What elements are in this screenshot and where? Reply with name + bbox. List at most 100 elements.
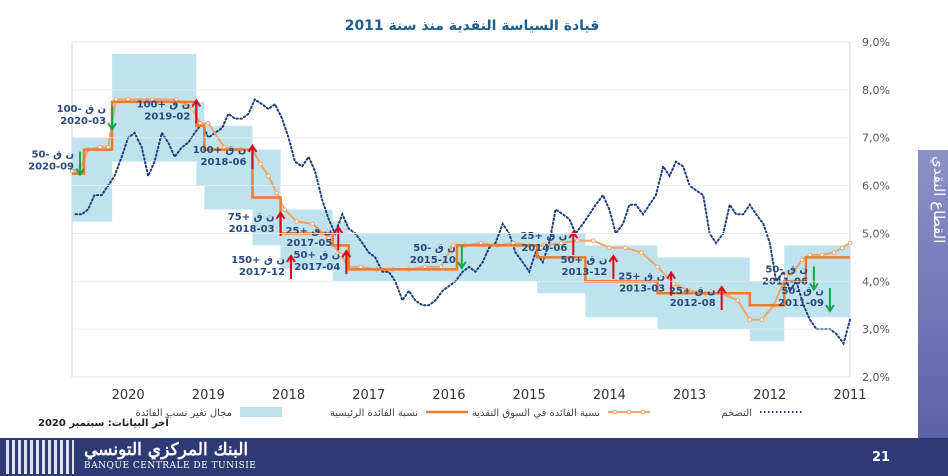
arrow-head	[825, 304, 835, 313]
annotation-bps-label: 150+ ن ق	[231, 255, 285, 266]
chart: قيادة السياسة النقدية منذ سنة 2011 50- ن…	[28, 18, 890, 419]
section-sidebar: القطاع النقدي	[918, 150, 948, 450]
x-tick-label: 2020	[112, 388, 145, 403]
annotation-date-label: 2017-12	[239, 267, 285, 278]
annotation-date-label: 2015-10	[410, 255, 456, 266]
market-rate-point	[326, 235, 331, 241]
market-rate-point	[282, 207, 287, 212]
x-tick-label: 2014	[593, 388, 626, 403]
market-rate-point	[655, 264, 660, 270]
sidebar-label: القطاع النقدي	[930, 156, 948, 244]
y-tick-label: 3,0%	[862, 323, 890, 336]
legend-swatch-point	[640, 409, 646, 415]
annotation-date-label: 2018-03	[229, 224, 275, 235]
annotation-bps-label: 50+ ن ق	[561, 255, 608, 266]
market-rate-point	[639, 250, 644, 255]
annotation-date-label: 2013-03	[619, 284, 665, 295]
market-rate-point	[206, 121, 211, 126]
market-rate-point	[799, 257, 805, 263]
annotation-date-label: 2011-09	[778, 298, 824, 309]
arrow-head	[341, 249, 352, 258]
annotation-date-label: 2017-04	[294, 262, 340, 273]
annotation-bps-label: 50- ن ق	[781, 286, 824, 297]
legend-item: التضخم	[721, 408, 802, 419]
bank-building-icon	[6, 440, 74, 474]
chart-title: قيادة السياسة النقدية منذ سنة 2011	[345, 18, 600, 34]
annotation-bps-label: 25+ ن ق	[618, 272, 665, 283]
legend-label: نسبة الفائدة في السوق النقدية	[472, 408, 600, 419]
legend-label: نسبة الفائدة الرئيسية	[330, 408, 418, 419]
market-rate-point	[574, 238, 580, 243]
annotation-date-label: 2017-05	[286, 238, 332, 249]
arrow-head	[286, 254, 296, 263]
market-rate-point	[783, 274, 789, 279]
logo-french-name: BANQUE CENTRALE DE TUNISIE	[84, 461, 257, 471]
x-tick-label: 2012	[753, 388, 786, 403]
logo-arabic-name: البنك المركزي التونسي	[84, 440, 249, 460]
x-tick-label: 2017	[352, 388, 385, 403]
y-tick-label: 4,0%	[862, 275, 890, 288]
market-rate-point	[542, 243, 548, 248]
market-rate-point	[747, 317, 753, 322]
arrow-head	[75, 168, 85, 177]
annotation-date-label: 2013-12	[561, 267, 607, 278]
arrow-head	[333, 225, 344, 234]
arrow-head	[275, 211, 286, 220]
market-rate-point	[607, 245, 612, 251]
market-rate-point	[450, 243, 456, 248]
market-rate-point	[266, 173, 271, 179]
annotation-date-label: 2020-09	[28, 162, 74, 173]
arrow-head	[107, 122, 117, 131]
arrow-head	[456, 261, 467, 270]
y-tick-label: 8,0%	[862, 84, 890, 97]
annotation-date-label: 2020-03	[60, 116, 106, 127]
y-tick-label: 5,0%	[862, 227, 890, 240]
source-note: آخر البيانات: سبتمبر 2020	[38, 418, 169, 429]
market-rate-point	[839, 245, 845, 251]
legend-swatch-point	[626, 409, 632, 415]
annotation-date-label: 2014-06	[521, 243, 567, 254]
bank-logo: البنك المركزي التونسي BANQUE CENTRALE DE…	[6, 440, 264, 474]
annotation-bps-label: 50- ن ق	[765, 265, 808, 276]
annotation-date-label: 2018-06	[201, 157, 247, 168]
arrow-head	[191, 98, 202, 107]
arrow-head	[608, 254, 619, 263]
arrow-head	[809, 282, 819, 292]
x-tick-label: 2016	[432, 388, 465, 403]
x-tick-label: 2018	[272, 388, 305, 403]
annotation-date-label: 2019-02	[144, 111, 190, 122]
market-rate-point	[274, 190, 279, 196]
annotation-bps-label: 50+ ن ق	[294, 250, 341, 261]
market-rate-point	[735, 298, 741, 303]
market-rate-point	[338, 252, 343, 258]
footer-bar: البنك المركزي التونسي BANQUE CENTRALE DE…	[0, 438, 948, 476]
x-tick-label: 2015	[513, 388, 546, 403]
annotation-bps-label: 100+ ن ق	[137, 99, 191, 110]
arrow-head	[568, 230, 579, 239]
market-rate-point	[558, 240, 564, 246]
legend-swatch	[240, 407, 282, 417]
x-tick-label: 2013	[673, 388, 706, 403]
annotation-bps-label: 50- ن ق	[413, 243, 456, 254]
rate-corridor-band	[72, 53, 850, 342]
y-tick-label: 9,0%	[862, 36, 890, 49]
legend-item: نسبة الفائدة الرئيسية	[330, 408, 468, 419]
annotation-bps-label: 25+ ن ق	[286, 226, 333, 237]
legend-label: التضخم	[721, 408, 752, 419]
annotation-bps-label: 25+ ن ق	[521, 231, 568, 242]
market-rate-point	[310, 221, 315, 227]
market-rate-point	[591, 238, 596, 243]
page-number: 21	[872, 450, 891, 465]
